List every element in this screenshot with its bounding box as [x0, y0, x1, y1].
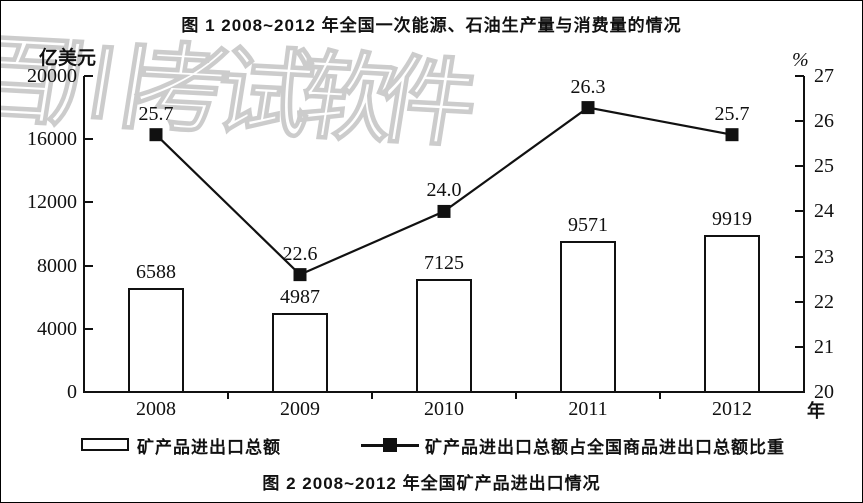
y-axis-left-tick	[84, 264, 93, 267]
y-axis-left-tick-label: 4000	[37, 317, 77, 340]
y-axis-right-tick-label: 26	[814, 110, 834, 133]
bar-value-label: 9919	[712, 208, 752, 231]
line-marker	[293, 268, 307, 282]
y-axis-right-tick	[795, 255, 804, 258]
y-axis-right-tick-label: 21	[814, 335, 834, 358]
x-axis-tick	[371, 392, 373, 399]
y-axis-right-tick	[795, 75, 804, 77]
line-value-label: 26.3	[570, 75, 606, 98]
y-axis-left-tick-label: 8000	[37, 254, 77, 277]
bar-value-label: 4987	[280, 286, 320, 309]
x-axis-unit-label: 年	[807, 401, 825, 421]
bar-value-label: 9571	[568, 213, 608, 236]
y-axis-right-tick-label: 22	[814, 290, 834, 313]
bar	[128, 287, 184, 393]
bar	[704, 235, 760, 393]
x-axis-tick	[227, 392, 229, 399]
legend-line-label: 矿产品进出口总额占全国商品进出口总额比重	[425, 438, 785, 457]
y-axis-right-tick	[795, 300, 804, 303]
x-axis-tick	[659, 392, 661, 399]
bar-value-label: 7125	[424, 252, 464, 275]
y-axis-right-tick-label: 24	[814, 200, 834, 223]
y-axis-right-tick	[795, 345, 804, 348]
x-axis-label: 2011	[568, 398, 608, 420]
y-axis-left-tick	[84, 391, 93, 393]
line-marker	[725, 128, 739, 142]
line-value-label: 25.7	[714, 102, 750, 125]
y-axis-right-tick	[795, 391, 804, 393]
y-axis-left-tick-label: 20000	[27, 65, 77, 87]
y-axis-left-tick	[84, 201, 93, 204]
left-axis-unit-label: 亿美元	[39, 48, 97, 69]
x-axis-label: 2010	[424, 398, 464, 420]
legend-line-swatch	[361, 437, 419, 453]
y-axis-right-tick-label: 25	[814, 155, 834, 178]
x-axis-label: 2009	[280, 398, 320, 420]
y-axis-left-tick	[84, 75, 93, 77]
x-axis-label: 2012	[712, 398, 752, 420]
figure-title: 图 1 2008~2012 年全国一次能源、石油生产量与消费量的情况	[181, 16, 682, 35]
y-axis-left-tick-label: 16000	[27, 128, 77, 151]
bar	[560, 240, 616, 393]
figure-caption: 图 2 2008~2012 年全国矿产品进出口情况	[262, 474, 601, 493]
bar-value-label: 6588	[136, 260, 176, 283]
y-axis-right-tick	[795, 165, 804, 168]
line-value-label: 24.0	[426, 179, 462, 202]
y-axis-right-tick	[795, 120, 804, 123]
y-axis-left	[83, 76, 85, 392]
right-axis-unit-label: %	[792, 49, 809, 71]
legend-bar-swatch	[81, 438, 129, 451]
line-value-label: 25.7	[138, 102, 174, 125]
y-axis-right-tick-label: 20	[814, 381, 834, 403]
y-axis-right	[803, 76, 805, 392]
legend-bar-label: 矿产品进出口总额	[137, 438, 281, 457]
y-axis-left-tick-label: 0	[67, 381, 77, 403]
y-axis-right-tick	[795, 210, 804, 213]
legend-line-marker-icon	[383, 438, 397, 452]
line-marker	[581, 101, 595, 115]
line-marker	[149, 128, 163, 142]
x-axis-label: 2008	[136, 398, 176, 420]
bar	[416, 279, 472, 393]
line-marker	[437, 204, 451, 218]
y-axis-left-tick-label: 12000	[27, 191, 77, 214]
x-axis-tick	[515, 392, 517, 399]
line-value-label: 22.6	[282, 242, 318, 265]
y-axis-right-tick-label: 23	[814, 245, 834, 268]
y-axis-left-tick	[84, 138, 93, 141]
y-axis-left-tick	[84, 327, 93, 330]
bar	[272, 313, 328, 393]
y-axis-right-tick-label: 27	[814, 65, 834, 87]
